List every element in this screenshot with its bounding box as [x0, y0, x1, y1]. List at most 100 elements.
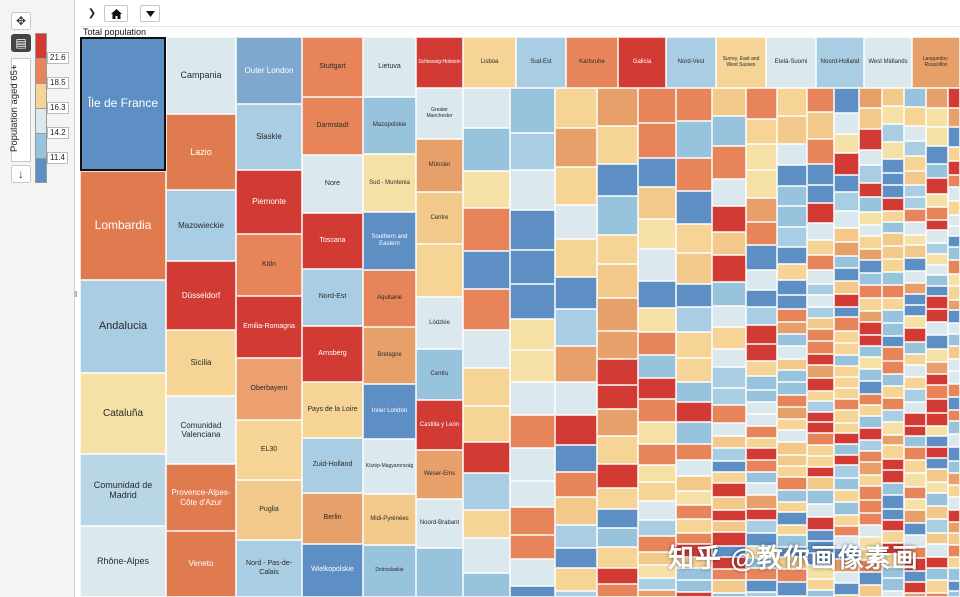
- treemap-cell[interactable]: [554, 568, 598, 591]
- treemap-cell[interactable]: [947, 286, 960, 300]
- treemap-cell[interactable]: [745, 170, 778, 198]
- treemap-cell[interactable]: [925, 286, 948, 296]
- treemap-cell[interactable]: [881, 259, 904, 272]
- treemap-cell[interactable]: [463, 406, 510, 442]
- treemap-cell[interactable]: [925, 447, 948, 458]
- treemap-cell[interactable]: [463, 573, 510, 597]
- treemap-cell[interactable]: [903, 283, 926, 294]
- treemap-cell[interactable]: [859, 212, 882, 225]
- treemap-cell[interactable]: Nore: [302, 155, 363, 213]
- treemap-cell[interactable]: Centre: [416, 192, 463, 244]
- treemap-cell[interactable]: [676, 402, 712, 422]
- treemap-cell[interactable]: [510, 250, 555, 284]
- treemap-cell[interactable]: [925, 178, 948, 194]
- treemap-cell[interactable]: Köln: [236, 234, 302, 296]
- treemap-cell[interactable]: [712, 580, 746, 593]
- treemap-cell[interactable]: [925, 482, 948, 493]
- treemap-cell[interactable]: [806, 354, 834, 365]
- treemap-cell[interactable]: [881, 361, 904, 374]
- treemap-cell[interactable]: [676, 191, 712, 224]
- treemap-cell[interactable]: [712, 179, 746, 206]
- treemap-cell[interactable]: Comunidad de Madrid: [80, 454, 166, 526]
- treemap-cell[interactable]: [881, 567, 904, 578]
- treemap-cell[interactable]: Centru: [416, 349, 463, 400]
- treemap-cell[interactable]: [925, 413, 948, 426]
- treemap-cell[interactable]: [637, 552, 676, 565]
- treemap-cell[interactable]: [834, 526, 859, 536]
- treemap-cell[interactable]: Darmstadt: [302, 97, 363, 155]
- treemap-cell[interactable]: [881, 531, 904, 543]
- treemap-cell[interactable]: Île de France: [80, 37, 166, 171]
- treemap-cell[interactable]: [597, 568, 638, 584]
- treemap-cell[interactable]: [834, 294, 859, 307]
- treemap-cell[interactable]: Stuttgart: [302, 37, 363, 97]
- treemap-cell[interactable]: [712, 448, 746, 461]
- treemap-cell[interactable]: Lazio: [166, 114, 236, 190]
- treemap-cell[interactable]: [834, 153, 859, 175]
- treemap-cell[interactable]: [903, 510, 926, 523]
- treemap-cell[interactable]: [925, 164, 948, 178]
- treemap-cell[interactable]: [637, 308, 676, 332]
- treemap-cell[interactable]: [881, 445, 904, 459]
- treemap-cell[interactable]: [859, 335, 882, 346]
- home-icon[interactable]: [104, 5, 128, 22]
- treemap-cell[interactable]: [416, 548, 463, 597]
- treemap-cell[interactable]: [881, 459, 904, 470]
- treemap-cell[interactable]: [947, 447, 960, 461]
- treemap-cell[interactable]: [712, 557, 746, 569]
- treemap-cell[interactable]: [597, 385, 638, 409]
- treemap-cell[interactable]: [510, 88, 555, 133]
- treemap-cell[interactable]: [597, 584, 638, 597]
- treemap-cell[interactable]: [859, 525, 882, 537]
- treemap-cell[interactable]: [745, 376, 778, 390]
- treemap-cell[interactable]: [806, 164, 834, 185]
- treemap-cell[interactable]: Mazowieckie: [166, 190, 236, 261]
- treemap-cell[interactable]: [947, 397, 960, 410]
- treemap-cell[interactable]: [859, 585, 882, 597]
- treemap-cell[interactable]: [676, 519, 712, 533]
- treemap-cell[interactable]: [903, 389, 926, 402]
- treemap-cell[interactable]: [806, 467, 834, 477]
- treemap-cell[interactable]: [637, 422, 676, 444]
- treemap-cell[interactable]: [463, 251, 510, 289]
- treemap-cell[interactable]: [834, 399, 859, 410]
- treemap-cell[interactable]: [806, 139, 834, 164]
- treemap-cell[interactable]: [903, 126, 926, 141]
- treemap-cell[interactable]: [859, 311, 882, 322]
- treemap-cell[interactable]: [676, 88, 712, 121]
- move-icon[interactable]: ✥: [11, 12, 31, 30]
- treemap-cell[interactable]: [925, 580, 948, 593]
- treemap-cell[interactable]: [859, 369, 882, 381]
- treemap-cell[interactable]: [947, 247, 960, 260]
- treemap-cell[interactable]: [903, 271, 926, 283]
- treemap-cell[interactable]: Greater Manchester: [416, 88, 463, 139]
- treemap-cell[interactable]: [947, 236, 960, 247]
- treemap-cell[interactable]: [597, 547, 638, 568]
- treemap-cell[interactable]: [859, 500, 882, 513]
- treemap-cell[interactable]: [925, 108, 948, 127]
- treemap-cell[interactable]: [637, 399, 676, 422]
- treemap-cell[interactable]: [637, 378, 676, 399]
- treemap-cell[interactable]: Aquitaine: [363, 270, 416, 327]
- treemap-cell[interactable]: [777, 322, 807, 334]
- treemap-cell[interactable]: [834, 465, 859, 478]
- treemap-cell[interactable]: [903, 535, 926, 547]
- treemap-cell[interactable]: [834, 548, 859, 559]
- treemap-cell[interactable]: [947, 545, 960, 557]
- treemap-cell[interactable]: [777, 490, 807, 502]
- treemap-cell[interactable]: Lombardia: [80, 171, 166, 280]
- treemap-cell[interactable]: [463, 473, 510, 510]
- treemap-cell[interactable]: [510, 284, 555, 319]
- treemap-cell[interactable]: [637, 281, 676, 308]
- treemap-cell[interactable]: [834, 377, 859, 388]
- treemap-cell[interactable]: [806, 490, 834, 504]
- treemap-cell[interactable]: [416, 244, 463, 297]
- treemap-cell[interactable]: [947, 187, 960, 201]
- treemap-cell[interactable]: [806, 185, 834, 203]
- treemap-cell[interactable]: [834, 242, 859, 256]
- treemap-cell[interactable]: [745, 88, 778, 119]
- treemap-cell[interactable]: [925, 194, 948, 207]
- treemap-cell[interactable]: [463, 538, 510, 573]
- treemap-cell[interactable]: [947, 371, 960, 384]
- treemap-cell[interactable]: [745, 558, 778, 568]
